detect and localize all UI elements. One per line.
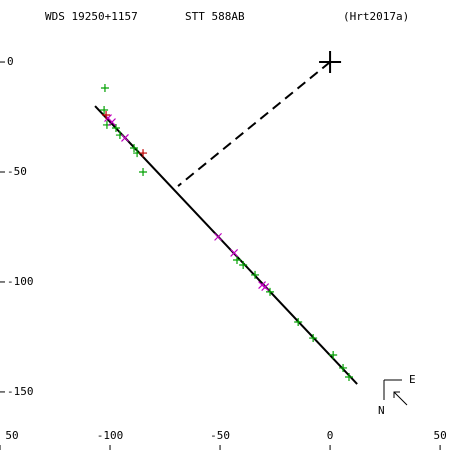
data-point — [339, 363, 348, 372]
data-point — [344, 372, 353, 381]
y-tick-label: -50 — [7, 165, 27, 178]
x-tick-label: 0 — [327, 429, 334, 442]
data-point — [329, 350, 338, 359]
compass-arrow — [393, 391, 408, 406]
data-point — [230, 249, 239, 257]
data-point — [232, 255, 241, 264]
data-point — [102, 111, 111, 120]
data-point — [239, 261, 248, 270]
y-tick-label: -150 — [7, 385, 34, 398]
x-tick-label: 50 — [5, 429, 18, 442]
y-tick-label: 0 — [7, 55, 14, 68]
data-point — [266, 287, 274, 296]
data-point — [121, 133, 129, 142]
data-point — [294, 317, 303, 326]
data-point — [108, 118, 116, 126]
reference: (Hrt2017a) — [343, 10, 409, 23]
compass-east: E — [409, 373, 416, 386]
data-point — [100, 83, 109, 92]
x-tick-label: 50 — [433, 429, 446, 442]
compass-north: N — [378, 404, 385, 417]
data-point — [139, 149, 148, 158]
y-tick-label: -100 — [7, 275, 34, 288]
data-point — [111, 124, 120, 133]
compass-arrow-head — [393, 391, 400, 398]
chart-title: WDS 19250+1157 — [45, 10, 138, 23]
x-tick-label: -100 — [97, 429, 124, 442]
node-line — [177, 61, 331, 187]
data-point — [309, 334, 318, 343]
data-point — [139, 167, 148, 176]
data-point — [251, 270, 260, 279]
x-tick-label: -50 — [210, 429, 230, 442]
data-point — [261, 283, 270, 291]
data-point — [130, 144, 139, 153]
chart-subtitle: STT 588AB — [185, 10, 245, 23]
primary-star — [319, 51, 342, 74]
data-point — [214, 232, 222, 241]
data-point — [100, 105, 109, 114]
compass: N E — [378, 373, 416, 417]
